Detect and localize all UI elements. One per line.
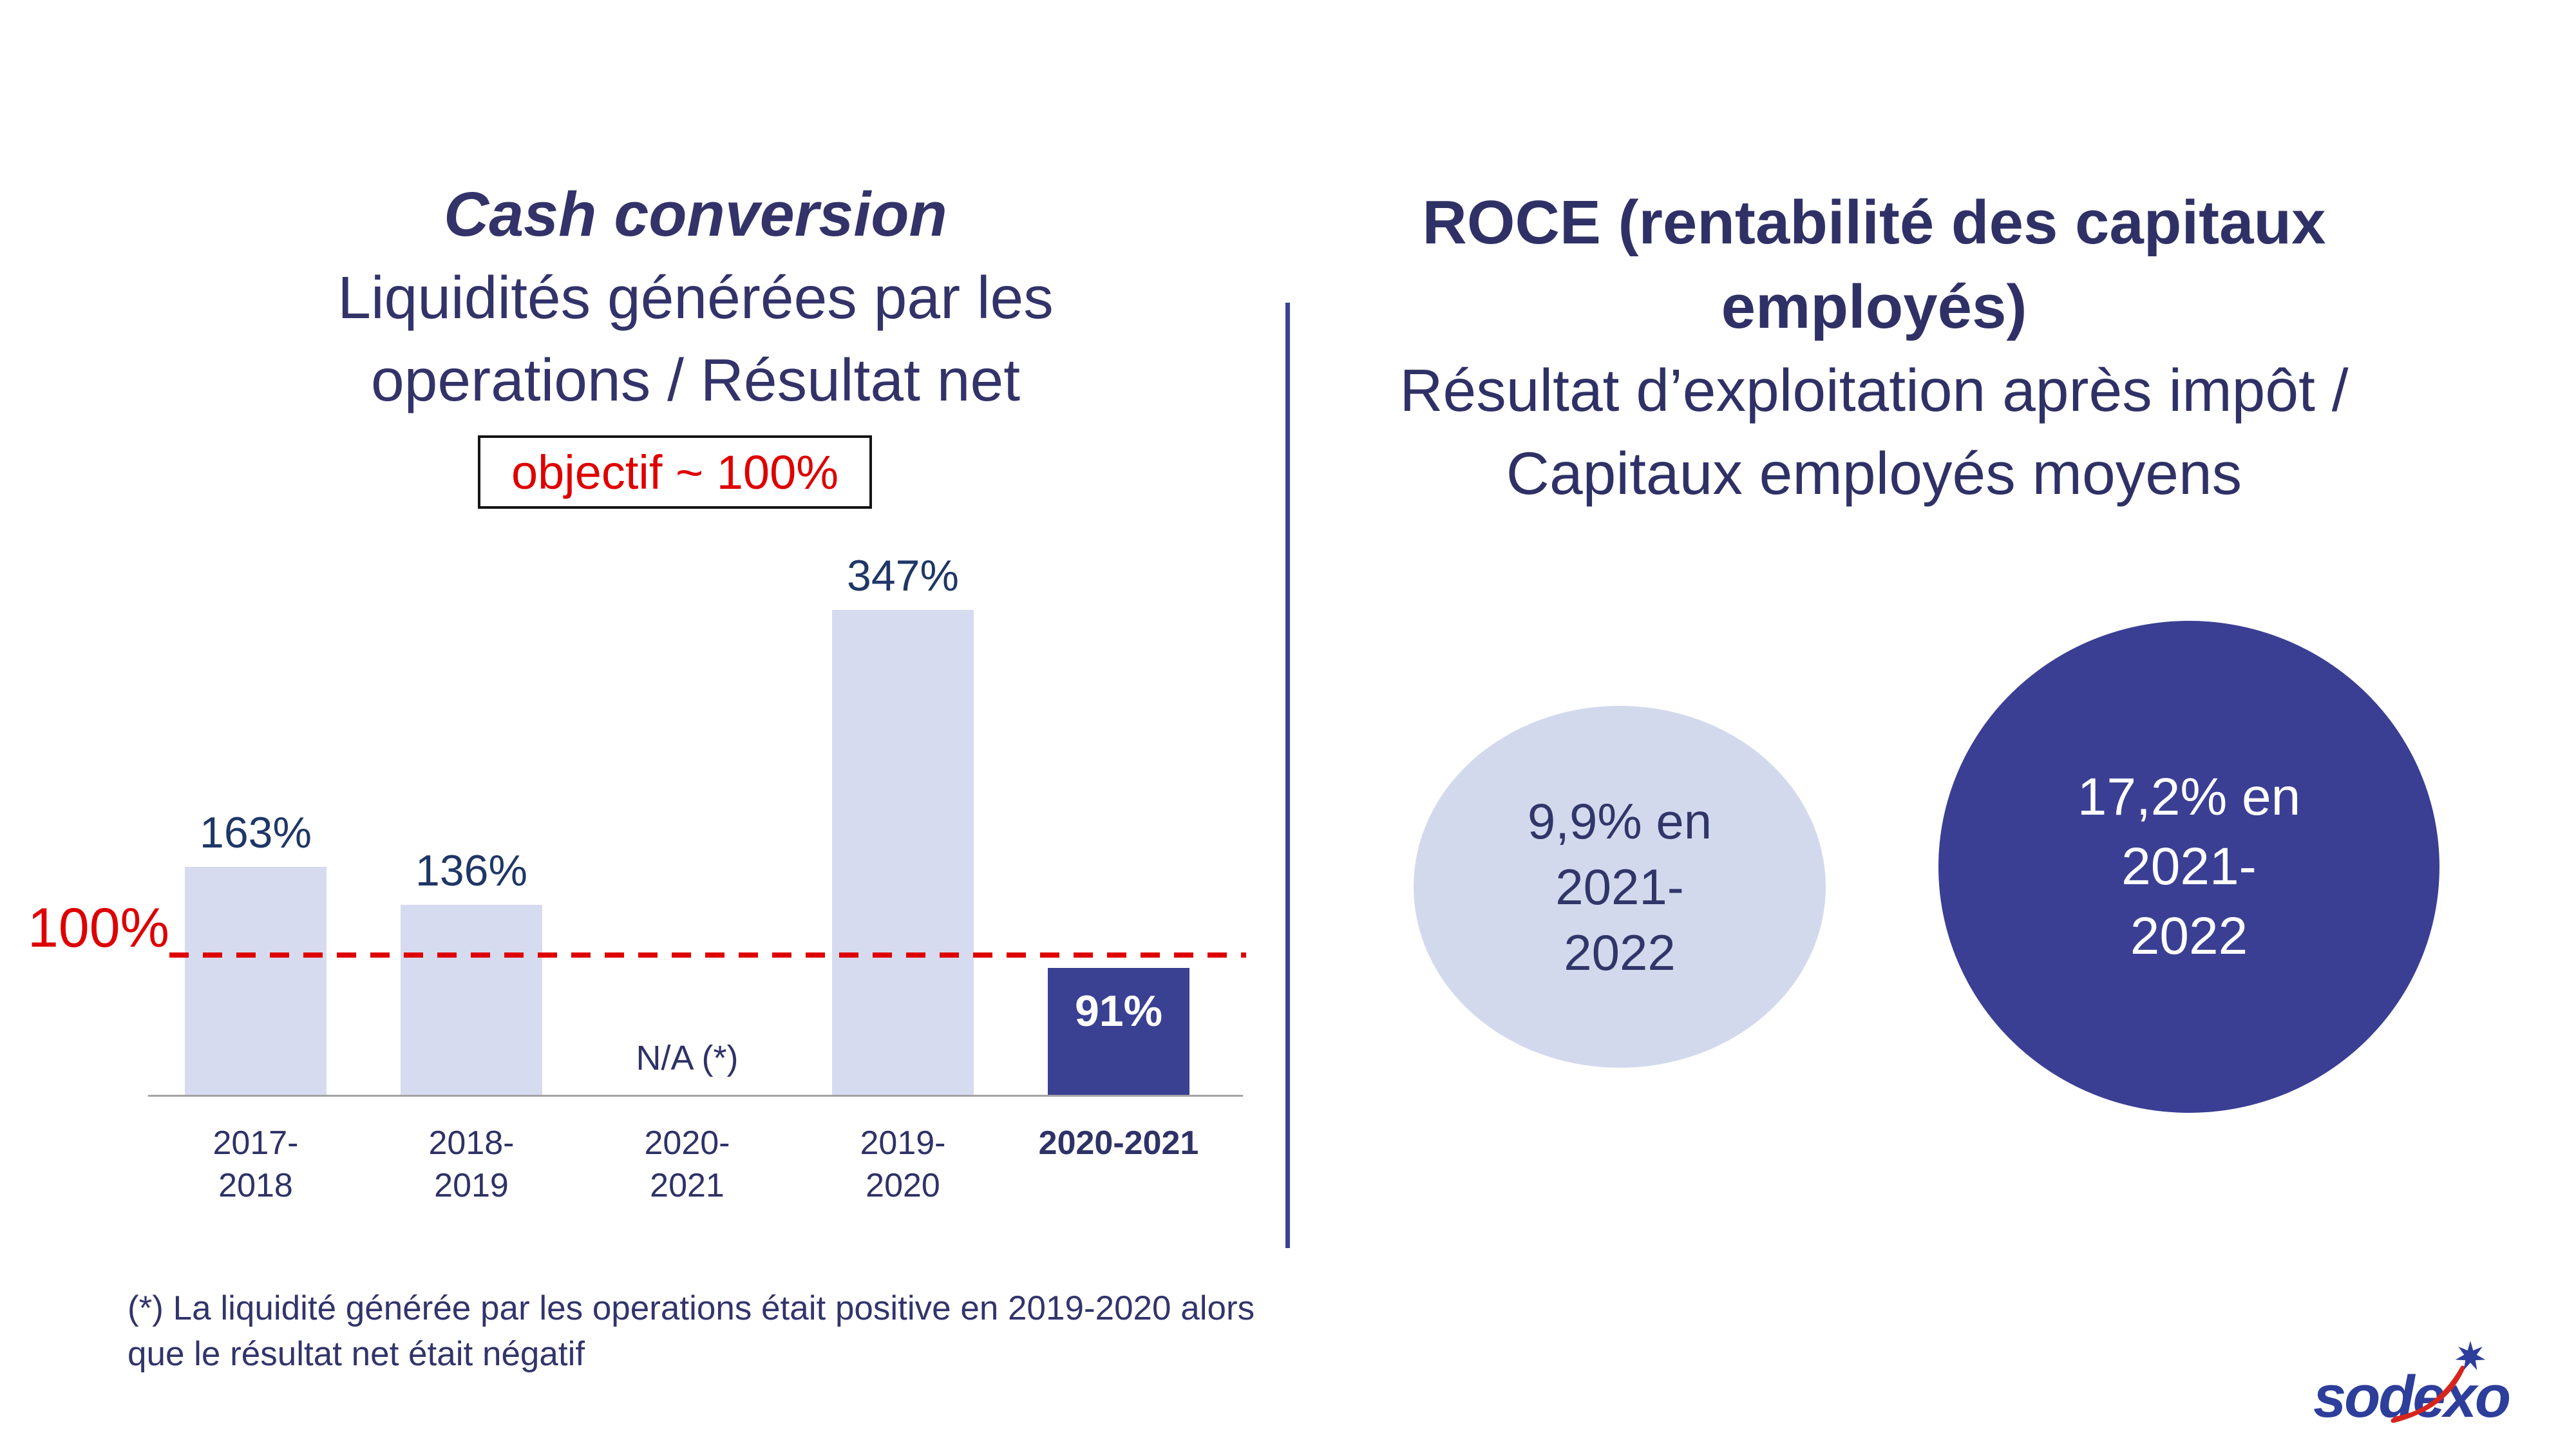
bar-value-label: 163%: [200, 808, 312, 857]
axis-label-line: 2020: [866, 1167, 940, 1204]
footnote-line1: (*) La liquidité générée par les operati…: [128, 1289, 1255, 1327]
axis-label-2017-2018: 2017- 2018: [146, 1122, 365, 1207]
axis-label-2020-2021-bold: 2020-2021: [1009, 1122, 1228, 1164]
roce-circle-2021-2022-large: 17,2% en 2021- 2022: [1938, 621, 2439, 1113]
bar-2017-2018: [185, 867, 327, 1095]
cash-conversion-subtitle-line2: operations / Résultat net: [370, 346, 1021, 413]
roce-large-value: 17,2% en: [2077, 768, 2301, 826]
roce-circle-2021-2022-small: 9,9% en 2021- 2022: [1414, 706, 1826, 1068]
roce-small-value: 9,9% en: [1527, 793, 1712, 849]
bar-2018-2019: [401, 905, 542, 1095]
axis-label-2018-2019: 2018- 2019: [362, 1122, 581, 1207]
reference-line-label: 100%: [28, 897, 169, 959]
bar-value-label-highlight: 91%: [1074, 987, 1163, 1036]
axis-label-line: 2018-: [428, 1124, 515, 1162]
roce-circle-large-text: 17,2% en 2021- 2022: [2078, 762, 2301, 971]
bar-value-label: 347%: [847, 551, 959, 600]
axis-label-2020-2021-na: 2020- 2021: [578, 1122, 797, 1207]
roce-circle-small-text: 9,9% en 2021- 2022: [1528, 788, 1712, 985]
cash-conversion-title-block: Cash conversion Liquidités générées par …: [129, 173, 1262, 421]
objective-callout-box: objectif ~ 100%: [478, 435, 872, 509]
sodexo-swoosh-icon: [2391, 1365, 2465, 1423]
bar-2019-2020: [832, 610, 974, 1095]
axis-label-line: 2018: [218, 1167, 293, 1204]
roce-title-line2: employés): [1721, 272, 2027, 341]
roce-title-block: ROCE (rentabilité des capitaux employés)…: [1327, 180, 2421, 515]
bar-value-label: 136%: [415, 846, 527, 895]
bar-2020-2021-highlight: [1048, 968, 1189, 1095]
sodexo-logo-graphic: sodexo: [2313, 1341, 2512, 1430]
sodexo-logo-text: sodexo: [2313, 1364, 2510, 1430]
axis-label-line: 2021: [650, 1167, 724, 1204]
cash-conversion-title: Cash conversion: [444, 179, 947, 249]
roce-title-line1: ROCE (rentabilité des capitaux: [1422, 188, 2326, 257]
vertical-divider: [1285, 303, 1290, 1248]
axis-label-line: 2020-: [644, 1124, 730, 1162]
bar-value-label-na: N/A (*): [636, 1039, 739, 1077]
axis-label-2019-2020: 2019- 2020: [793, 1122, 1012, 1207]
sodexo-star-icon: [2455, 1341, 2486, 1370]
roce-small-period-line2: 2022: [1564, 924, 1676, 981]
reference-dashed-line: [169, 952, 1246, 958]
cash-conversion-subtitle-line1: Liquidités générées par les: [337, 264, 1054, 331]
sodexo-logo: sodexo: [2311, 1338, 2530, 1448]
axis-label-line: 2019-: [860, 1124, 946, 1162]
roce-subtitle-line2: Capitaux employés moyens: [1506, 440, 2242, 507]
roce-large-period-line1: 2021-: [2121, 837, 2257, 896]
axis-label-line: 2019: [434, 1167, 509, 1204]
objective-label: objectif ~ 100%: [511, 445, 839, 499]
axis-label-line: 2020-2021: [1038, 1124, 1199, 1162]
roce-large-period-line2: 2022: [2130, 907, 2248, 965]
x-axis-line: [148, 1095, 1243, 1097]
roce-small-period-line1: 2021-: [1555, 858, 1684, 915]
footnote-line2: que le résultat net était négatif: [128, 1335, 585, 1373]
footnote: (*) La liquidité générée par les operati…: [128, 1285, 1274, 1377]
axis-label-line: 2017-: [213, 1124, 299, 1162]
roce-subtitle-line1: Résultat d’exploitation après impôt /: [1399, 357, 2349, 424]
